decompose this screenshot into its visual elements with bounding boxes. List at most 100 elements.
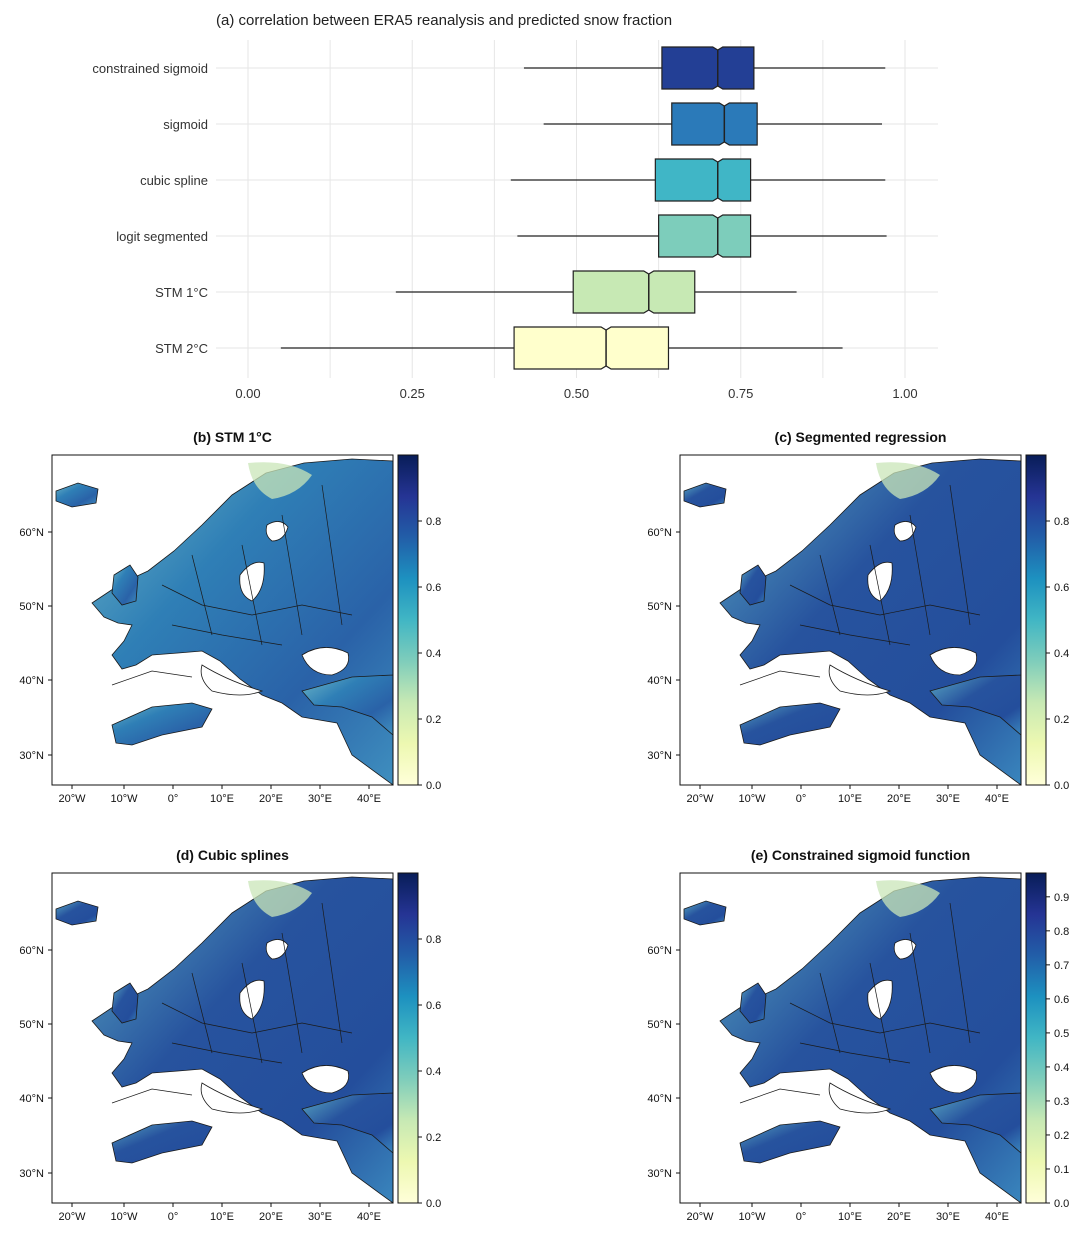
land-region: [929, 1092, 1022, 1154]
boxplot-panel: (a) correlation between ERA5 reanalysis …: [92, 12, 938, 401]
category-label: constrained sigmoid: [92, 61, 208, 76]
highlight-region: [876, 462, 940, 499]
x-tick-label: 0.25: [400, 386, 425, 401]
lat-tick-label: 30°N: [647, 750, 672, 762]
x-tick-label: 0.00: [235, 386, 260, 401]
colorbar-tick-label: 0.4: [1054, 1062, 1069, 1074]
country-border: [909, 932, 931, 1054]
sea-region: [867, 979, 893, 1020]
lon-tick-label: 20°W: [58, 793, 86, 805]
country-border: [819, 972, 841, 1054]
sea-region: [239, 979, 265, 1020]
boxplot-x-ticks: 0.00 0.25 0.50 0.75 1.00: [235, 386, 917, 401]
colorbar-tick-label: 0.0: [426, 1198, 441, 1210]
country-border: [819, 554, 841, 636]
land-region: [739, 564, 767, 606]
country-border: [161, 1002, 353, 1034]
country-border: [321, 902, 343, 1044]
sea-region: [265, 521, 289, 542]
sea-region: [828, 664, 892, 696]
colorbar-tick-label: 0.4: [426, 648, 441, 660]
colorbar-tick-label: 0.0: [1054, 780, 1069, 792]
country-border: [191, 554, 213, 636]
sea-region: [828, 1082, 892, 1114]
country-border: [171, 1042, 283, 1064]
lon-tick-label: 0°: [796, 1211, 807, 1223]
lon-tick-label: 40°E: [985, 793, 1009, 805]
map-frame: [679, 454, 1022, 786]
land-region: [739, 702, 841, 746]
colorbar-tick-label: 0.6: [426, 582, 441, 594]
country-border: [799, 624, 911, 646]
box-logit-segmented: [517, 214, 887, 258]
sea-region: [893, 521, 917, 542]
boxplot-category-labels: constrained sigmoid sigmoid cubic spline lo…: [92, 61, 208, 356]
country-border: [241, 962, 263, 1064]
sea-region: [200, 1082, 264, 1114]
colorbar-tick-label: 0.1: [1054, 1164, 1069, 1176]
lat-tick-label: 50°N: [647, 601, 672, 613]
map-panel-1: (b) STM 1°C 30°N 40°N 50°N 60°N 20°W 10°W 0° 10°…: [19, 429, 441, 805]
land-region: [683, 482, 727, 508]
land-region: [111, 702, 213, 746]
country-border: [321, 484, 343, 626]
lat-tick-label: 40°N: [647, 675, 672, 687]
lat-tick-label: 50°N: [19, 601, 44, 613]
category-label: STM 1°C: [155, 285, 208, 300]
colorbar-tick-label: 0.7: [1054, 960, 1069, 972]
lon-tick-label: 30°E: [936, 1211, 960, 1223]
lat-tick-label: 30°N: [19, 750, 44, 762]
sea-region: [301, 647, 350, 676]
lon-tick-label: 20°E: [887, 1211, 911, 1223]
country-border: [739, 1088, 821, 1104]
lat-tick-label: 40°N: [19, 675, 44, 687]
category-label: cubic spline: [140, 173, 208, 188]
lat-tick-label: 30°N: [647, 1168, 672, 1180]
colorbar: [397, 872, 419, 1204]
sea-region: [239, 561, 265, 602]
highlight-region: [248, 462, 312, 499]
map-title: (e) Constrained sigmoid function: [751, 847, 970, 863]
colorbar: [1025, 872, 1047, 1204]
map-title: (b) STM 1°C: [193, 429, 272, 445]
lat-tick-label: 40°N: [647, 1093, 672, 1105]
country-border: [869, 544, 891, 646]
box-stm-2-c: [280, 326, 843, 370]
sea-region: [929, 1065, 978, 1094]
country-border: [161, 584, 353, 616]
lon-tick-label: 10°E: [838, 793, 862, 805]
colorbar-tick-label: 0.9: [1054, 892, 1069, 904]
box-body: [671, 102, 758, 146]
box-body: [654, 158, 752, 202]
lon-tick-label: 40°E: [985, 1211, 1009, 1223]
boxplot-title: (a) correlation between ERA5 reanalysis …: [216, 12, 672, 29]
lat-tick-label: 60°N: [647, 945, 672, 957]
map-frame: [51, 454, 394, 786]
lon-tick-label: 10°W: [738, 1211, 766, 1223]
country-border: [949, 902, 971, 1044]
sea-region: [265, 939, 289, 960]
lon-tick-label: 30°E: [936, 793, 960, 805]
land-region: [739, 1120, 841, 1164]
colorbar-tick-label: 0.4: [1054, 648, 1069, 660]
country-border: [909, 514, 931, 636]
lon-tick-label: 20°W: [58, 1211, 86, 1223]
land-region: [739, 982, 767, 1024]
x-tick-label: 0.75: [728, 386, 753, 401]
category-label: logit segmented: [116, 229, 208, 244]
box-body: [661, 46, 755, 90]
lon-tick-label: 10°E: [210, 1211, 234, 1223]
country-border: [281, 514, 303, 636]
colorbar-tick-label: 0.2: [426, 1132, 441, 1144]
boxplot-boxes: [280, 46, 887, 370]
colorbar-tick-label: 0.2: [1054, 714, 1069, 726]
map-title: (d) Cubic splines: [176, 847, 289, 863]
colorbar-tick-label: 0.8: [426, 516, 441, 528]
map-frame: [51, 872, 394, 1204]
colorbar-tick-label: 0.6: [426, 1000, 441, 1012]
lon-tick-label: 40°E: [357, 1211, 381, 1223]
land-region: [111, 982, 139, 1024]
map-panel-3: (d) Cubic splines 30°N 40°N 50°N 60°N 20°W 10°…: [19, 847, 441, 1223]
